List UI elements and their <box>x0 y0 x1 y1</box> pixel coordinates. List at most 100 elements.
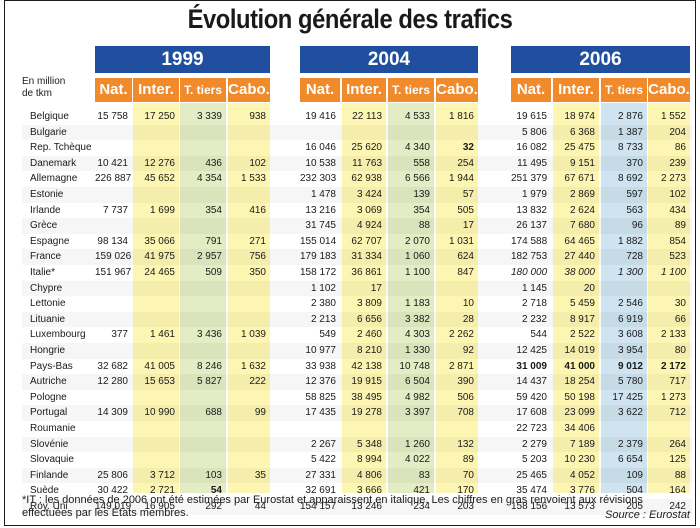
table-cell: 5 806 <box>521 126 547 138</box>
country-name: Espagne <box>30 235 70 247</box>
table-cell: 712 <box>669 407 686 419</box>
table-cell: 292 <box>205 501 222 512</box>
column-header: Nat. <box>300 78 340 102</box>
table-cell: 16 046 <box>305 142 336 154</box>
table-cell: 938 <box>249 111 266 122</box>
table-cell: 9 012 <box>617 360 643 372</box>
table-cell: 62 707 <box>351 235 382 247</box>
table-cell: 509 <box>205 267 222 278</box>
table-cell: 64 465 <box>564 235 595 247</box>
table-cell: 434 <box>669 204 686 216</box>
column-header: Inter. <box>553 78 599 102</box>
table-cell: 44 <box>254 501 266 512</box>
table-cell: 558 <box>413 157 430 169</box>
table-cell: 390 <box>457 376 474 388</box>
column-header: T. tiers <box>180 78 226 102</box>
table-cell: 159 026 <box>95 251 132 263</box>
table-row: Espagne 98 134 35 066 791 271 155 014 62 707 2 … <box>0 234 700 250</box>
table-cell: 10 977 <box>305 345 336 356</box>
table-cell: 8 210 <box>356 345 382 356</box>
table-cell: 563 <box>626 204 643 216</box>
table-cell: 125 <box>669 454 686 466</box>
column-background <box>180 103 226 493</box>
table-cell: 154 157 <box>300 501 337 512</box>
table-cell: 38 495 <box>351 391 382 403</box>
table-cell: 139 <box>413 189 430 200</box>
table-row: Danemark 10 421 12 276 436 102 10 538 11 763 55… <box>0 156 700 172</box>
table-cell: 16 082 <box>516 142 547 154</box>
column-background <box>648 103 690 493</box>
country-name: France <box>30 251 62 263</box>
table-cell: 17 <box>462 220 474 232</box>
table-cell: 847 <box>457 267 474 278</box>
table-row: Pologne 58 825 38 495 4 982 506 59 420 50 198 1… <box>0 390 700 406</box>
table-row: Rep. Tchèque 16 046 25 620 4 340 32 16 082 25 … <box>0 140 700 156</box>
table-cell: 1 102 <box>310 282 336 294</box>
table-cell: 25 465 <box>516 469 547 481</box>
table-cell: 1 100 <box>660 267 686 278</box>
table-cell: 27 331 <box>305 469 336 481</box>
table-cell: 4 924 <box>356 220 382 232</box>
unit-label: En million de tkm <box>22 76 65 100</box>
table-cell: 264 <box>669 438 686 450</box>
table-row: Finlande 25 806 3 712 103 35 27 331 4 806 83 70 2… <box>0 468 700 484</box>
table-cell: 2 876 <box>617 111 643 122</box>
table-cell: 421 <box>413 485 430 497</box>
table-cell: 57 <box>462 189 474 200</box>
table-cell: 99 <box>254 407 266 419</box>
column-background <box>388 103 434 493</box>
country-name: Luxembourg <box>30 329 86 341</box>
table-cell: 3 339 <box>196 111 222 122</box>
table-row: Belgique 15 758 17 250 3 339 938 19 416 22 113… <box>0 109 700 125</box>
table-cell: 17 <box>370 282 382 294</box>
country-name: Danemark <box>30 157 77 169</box>
unit-label-line-1: En million <box>22 76 66 87</box>
table-cell: 10 230 <box>564 454 595 466</box>
table-cell: 5 422 <box>310 454 336 466</box>
table-cell: 23 099 <box>564 407 595 419</box>
table-cell: 70 <box>462 469 474 481</box>
table-cell: 20 <box>583 282 595 294</box>
table-cell: 92 <box>462 345 474 356</box>
table-cell: 33 938 <box>305 360 336 372</box>
table-cell: 4 982 <box>404 391 430 403</box>
source: Source : Eurostat <box>605 509 690 521</box>
table-cell: 3 712 <box>149 469 175 481</box>
table-cell: 350 <box>249 267 266 278</box>
country-name: Pologne <box>30 391 67 403</box>
column-background <box>511 103 551 493</box>
table-cell: 251 379 <box>511 173 548 185</box>
country-name: Lituanie <box>30 313 66 325</box>
table-cell: 3 776 <box>569 485 595 497</box>
table-cell: 5 203 <box>521 454 547 466</box>
country-name: Belgique <box>30 111 69 122</box>
table-cell: 5 459 <box>569 298 595 310</box>
year-header-1999: 1999 <box>95 46 270 73</box>
table-cell: 66 <box>674 313 686 325</box>
column-background <box>601 103 647 493</box>
table-cell: 10 <box>462 298 474 310</box>
table-cell: 10 421 <box>97 157 128 169</box>
table-cell: 14 437 <box>516 376 547 388</box>
table-cell: 222 <box>249 376 266 388</box>
table-cell: 45 652 <box>144 173 175 185</box>
table-row: Slovénie 2 267 5 348 1 260 132 2 279 7 189 2 37… <box>0 437 700 453</box>
table-cell: 179 183 <box>300 251 337 263</box>
table-cell: 164 <box>669 485 686 497</box>
table-cell: 11 763 <box>352 157 382 169</box>
table-cell: 3 622 <box>617 407 643 419</box>
table-cell: 377 <box>111 329 128 341</box>
table-cell: 38 000 <box>564 267 595 278</box>
table-cell: 10 990 <box>144 407 175 419</box>
table-cell: 2 380 <box>310 298 336 310</box>
table-cell: 1 632 <box>240 360 266 372</box>
table-cell: 204 <box>669 126 686 138</box>
table-cell: 4 340 <box>404 142 430 154</box>
country-name: Autriche <box>30 376 67 388</box>
table-cell: 2 624 <box>569 204 595 216</box>
table-cell: 624 <box>457 251 474 263</box>
table-row: Suède 30 422 2 721 54 32 691 3 666 421 170 35 47… <box>0 483 700 499</box>
page-title: Évolution générale des trafics <box>187 4 513 34</box>
table-row: Roumanie 22 723 34 406 <box>0 421 700 437</box>
table-cell: 3 382 <box>404 313 430 325</box>
